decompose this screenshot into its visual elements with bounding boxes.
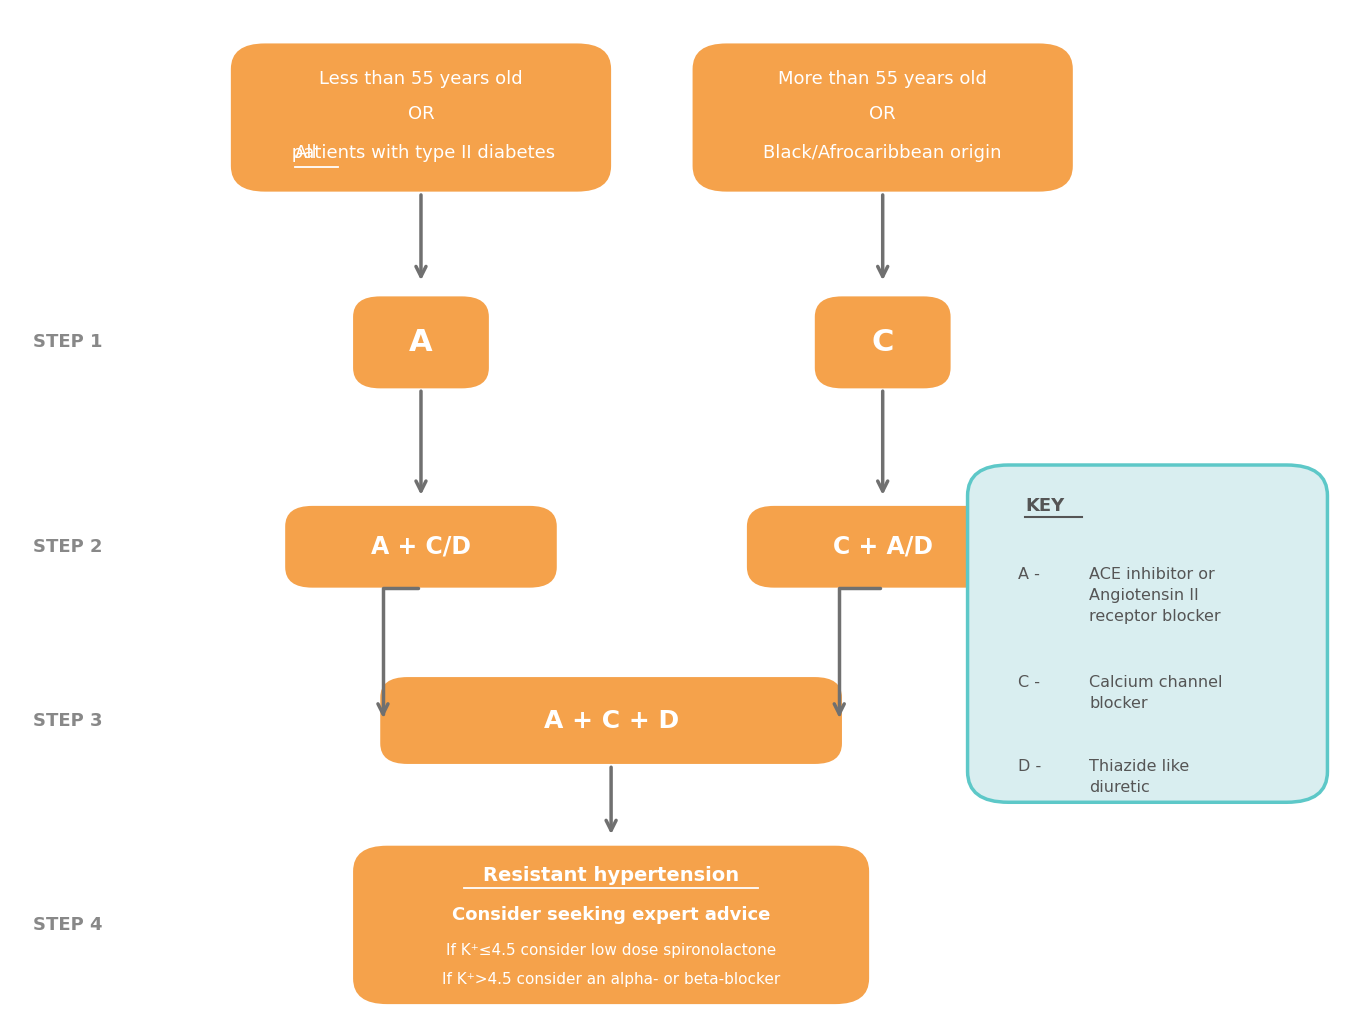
Text: A + C + D: A + C + D [543,708,679,733]
Text: C + A/D: C + A/D [832,535,933,559]
FancyBboxPatch shape [380,678,842,764]
FancyBboxPatch shape [353,846,869,1004]
Text: STEP 4: STEP 4 [33,916,103,934]
Text: Black/Afrocaribbean origin: Black/Afrocaribbean origin [763,144,1002,162]
FancyBboxPatch shape [353,296,489,388]
Text: ACE inhibitor or
Angiotensin II
receptor blocker: ACE inhibitor or Angiotensin II receptor… [1089,567,1221,624]
Text: STEP 1: STEP 1 [33,333,103,352]
Text: A + C/D: A + C/D [371,535,471,559]
Text: OR: OR [869,105,896,124]
Text: A -: A - [1018,567,1040,583]
Text: Thiazide like
diuretic: Thiazide like diuretic [1089,759,1190,795]
FancyBboxPatch shape [967,465,1327,802]
Text: A: A [409,328,433,357]
Text: More than 55 years old: More than 55 years old [778,69,987,88]
Text: If K⁺>4.5 consider an alpha- or beta-blocker: If K⁺>4.5 consider an alpha- or beta-blo… [441,972,781,986]
Text: KEY: KEY [1025,497,1065,515]
Text: Consider seeking expert advice: Consider seeking expert advice [452,905,770,924]
Text: C: C [872,328,894,357]
FancyBboxPatch shape [693,43,1073,192]
Text: STEP 3: STEP 3 [33,711,103,730]
FancyBboxPatch shape [747,506,1018,588]
FancyBboxPatch shape [231,43,611,192]
Text: patients with type II diabetes: patients with type II diabetes [287,144,555,162]
FancyBboxPatch shape [285,506,557,588]
Text: If K⁺≤4.5 consider low dose spironolactone: If K⁺≤4.5 consider low dose spironolacto… [445,943,777,958]
Text: All: All [295,144,318,162]
Text: D -: D - [1018,759,1042,775]
Text: Resistant hypertension: Resistant hypertension [483,867,739,885]
Text: Calcium channel
blocker: Calcium channel blocker [1089,675,1222,710]
Text: STEP 2: STEP 2 [33,538,103,556]
FancyBboxPatch shape [815,296,951,388]
Text: OR: OR [407,105,435,124]
Text: Less than 55 years old: Less than 55 years old [319,69,523,88]
Text: C -: C - [1018,675,1040,690]
